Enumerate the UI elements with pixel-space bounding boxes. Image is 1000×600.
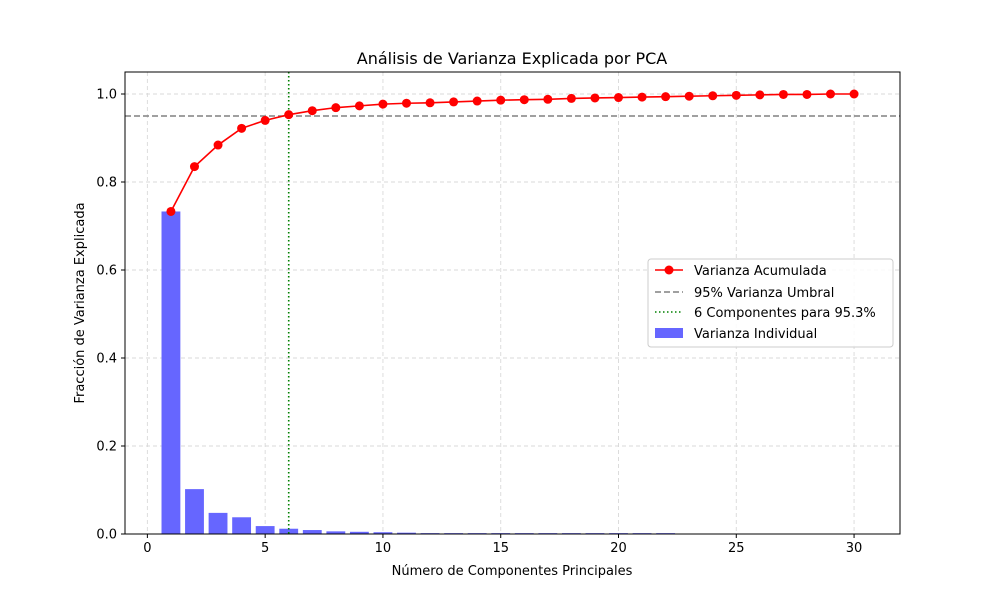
bar — [397, 532, 416, 534]
bar — [161, 211, 181, 535]
cumulative-point — [284, 110, 294, 120]
cumulative-point — [260, 115, 270, 125]
bar — [255, 526, 275, 534]
cumulative-point — [849, 89, 859, 99]
x-tick-label: 25 — [728, 541, 745, 556]
cumulative-point — [566, 93, 576, 103]
legend-cumulative-marker — [664, 265, 674, 275]
cumulative-point — [496, 95, 506, 105]
x-axis-label: Número de Componentes Principales — [392, 564, 633, 579]
x-tick-label: 30 — [846, 541, 863, 556]
y-tick-label: 0.6 — [96, 264, 117, 279]
plot-frame — [124, 71, 901, 535]
cumulative-point — [731, 90, 741, 100]
bar — [232, 517, 252, 534]
y-axis-ticks: 0.0 0.2 0.4 0.6 0.8 1.0 — [96, 88, 125, 543]
cumulative-point — [684, 91, 694, 101]
legend-threshold-label: 95% Varianza Umbral — [694, 286, 834, 301]
cumulative-point — [237, 123, 247, 133]
legend-item-threshold: 95% Varianza Umbral — [655, 286, 834, 301]
bar — [302, 530, 322, 534]
x-axis-ticks: 0 5 10 15 20 25 30 — [143, 534, 862, 556]
cumulative-point — [614, 93, 624, 103]
cumulative-point — [778, 89, 788, 99]
cumulative-point — [661, 92, 671, 102]
cumulative-point — [166, 206, 176, 216]
x-tick-label: 0 — [143, 541, 151, 556]
cumulative-point — [307, 106, 317, 116]
cumulative-point — [708, 91, 718, 101]
y-tick-label: 0.4 — [96, 352, 117, 367]
cumulative-series — [166, 89, 859, 216]
y-tick-label: 0.2 — [96, 440, 117, 455]
cumulative-point — [213, 140, 223, 150]
x-tick-label: 15 — [492, 541, 509, 556]
cumulative-line — [170, 93, 855, 212]
cumulative-point — [519, 95, 529, 105]
cumulative-point — [331, 103, 341, 113]
bar — [326, 531, 346, 534]
y-tick-label: 0.0 — [96, 528, 117, 543]
cumulative-point — [472, 96, 482, 106]
legend-item-individual: Varianza Individual — [655, 327, 817, 342]
x-tick-label: 5 — [261, 541, 269, 556]
cumulative-point — [826, 89, 836, 99]
bar — [279, 528, 299, 534]
bar — [349, 531, 369, 534]
cumulative-point — [590, 93, 600, 103]
legend-box — [647, 258, 894, 348]
bar — [208, 512, 228, 534]
y-tick-label: 0.8 — [96, 176, 117, 191]
cumulative-point — [189, 162, 199, 172]
legend-item-cumulative: Varianza Acumulada — [655, 264, 827, 279]
legend-item-marker: 6 Componentes para 95.3% — [655, 306, 876, 321]
cumulative-point — [354, 101, 364, 111]
y-axis-label: Fracción de Varianza Explicada — [73, 202, 88, 403]
bar — [373, 532, 393, 534]
legend-individual-label: Varianza Individual — [694, 327, 817, 342]
legend-marker-label: 6 Componentes para 95.3% — [694, 306, 876, 321]
cumulative-point — [543, 94, 553, 104]
cumulative-point — [637, 92, 647, 102]
legend-cumulative-label: Varianza Acumulada — [694, 264, 827, 279]
cumulative-point — [378, 99, 388, 109]
cumulative-point — [755, 90, 765, 100]
cumulative-point — [802, 89, 812, 99]
legend: Varianza Acumulada 95% Varianza Umbral 6… — [647, 258, 894, 348]
x-tick-label: 20 — [610, 541, 627, 556]
cumulative-point — [425, 98, 435, 108]
cumulative-point — [449, 97, 459, 107]
y-tick-label: 1.0 — [96, 88, 117, 103]
cumulative-point — [401, 98, 411, 108]
chart-title: Análisis de Varianza Explicada por PCA — [357, 49, 668, 68]
legend-individual-swatch — [655, 328, 683, 338]
bar — [185, 489, 204, 534]
x-tick-label: 10 — [375, 541, 392, 556]
